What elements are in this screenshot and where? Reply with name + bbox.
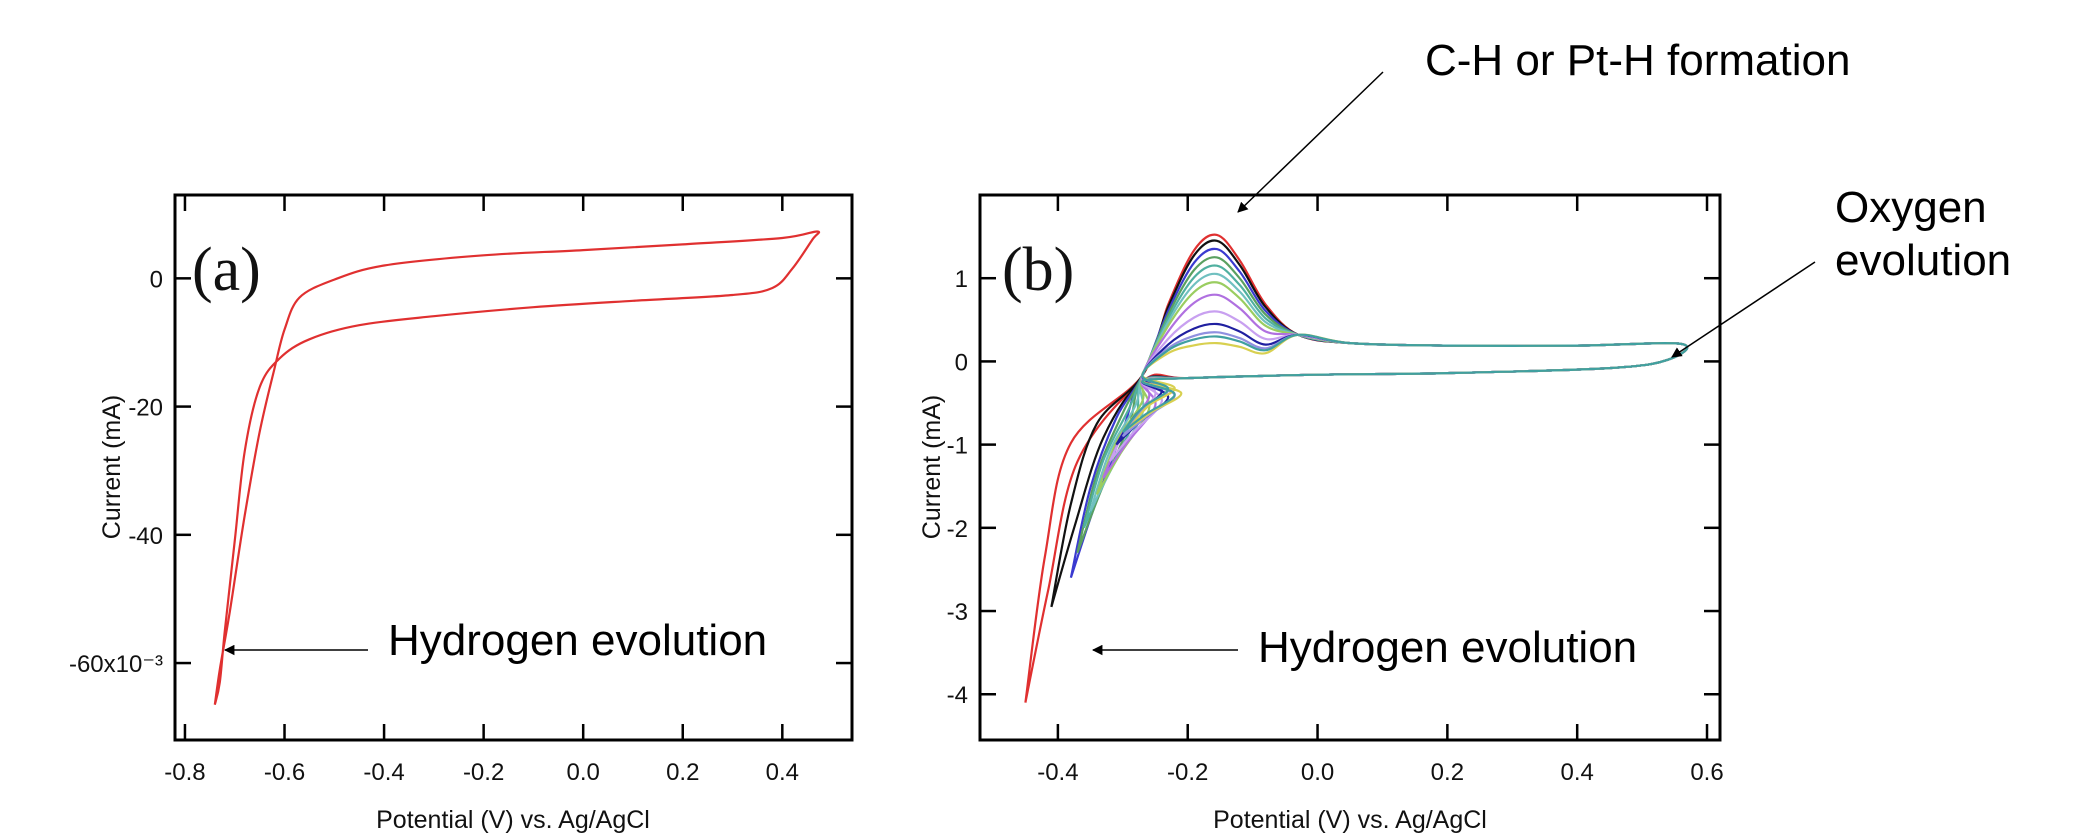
panel-b-y-axis-label: Current (mA) [918, 395, 946, 539]
panel-b-cv-cycle [1102, 293, 1689, 479]
panel-a-x-tick-label: -0.4 [363, 759, 404, 786]
panel-b-cv-cycle [1108, 310, 1689, 462]
panel-b-x-tick-label: 0.2 [1431, 759, 1464, 786]
annotations: C-H or Pt-H formation Oxygen evolution H… [223, 36, 2011, 672]
panel-a-y-tick-label: 0 [150, 266, 163, 293]
panel-b-cv-cycle [1050, 239, 1689, 608]
panel-a-label: (a) [192, 236, 261, 304]
panel-b-x-tick-label: 0.6 [1690, 759, 1723, 786]
panel-b-cv-cycle [1121, 331, 1689, 438]
panel-b-frame [978, 193, 1722, 742]
annotation-hydrogen-b: Hydrogen evolution [1258, 623, 1637, 672]
panel-a-x-tick-label: 0.2 [666, 759, 699, 786]
annotation-oxygen-line1: Oxygen [1835, 183, 1987, 232]
panel-a-x-tick-label: 0.4 [766, 759, 799, 786]
panel-a: -0.8 -0.6 -0.4 -0.2 0.0 0.2 0.4 0 -20 -40 -60x10⁻³… [69, 193, 854, 834]
panel-b-curves [1024, 233, 1689, 703]
panel-b-y-tick-label: -4 [947, 682, 968, 709]
panel-a-x-tick-label: -0.6 [264, 759, 305, 786]
panel-b-x-tick-label: -0.4 [1037, 759, 1078, 786]
panel-b-y-tick-label: -1 [947, 433, 968, 460]
panel-b: -0.4 -0.2 0.0 0.2 0.4 0.6 1 0 -1 -2 -3 -4 (b) Poten… [918, 193, 1724, 834]
panel-a-y-tick-label: -40 [128, 523, 163, 550]
panel-a-x-tick-label: -0.2 [463, 759, 504, 786]
panel-b-x-tick-label: -0.2 [1167, 759, 1208, 786]
panel-a-x-axis-label: Potential (V) vs. Ag/AgCl [376, 806, 650, 834]
panel-b-x-tick-label: 0.0 [1301, 759, 1334, 786]
panel-b-x-tick-label: 0.4 [1561, 759, 1594, 786]
panel-a-curves [213, 230, 821, 705]
panel-b-cv-cycle [1128, 333, 1689, 429]
panel-b-y-tick-label: -3 [947, 599, 968, 626]
panel-a-ticks: -0.8 -0.6 -0.4 -0.2 0.0 0.2 0.4 0 -20 -40 -60x10⁻³ [69, 195, 852, 786]
panel-a-x-tick-label: -0.8 [164, 759, 205, 786]
annotation-oxygen-arrow [1671, 261, 1816, 358]
panel-b-cv-cycle [1095, 281, 1689, 496]
panel-a-x-tick-label: 0.0 [567, 759, 600, 786]
panel-b-y-tick-label: 0 [955, 349, 968, 376]
panel-a-frame [173, 193, 854, 742]
panel-b-y-tick-label: 1 [955, 266, 968, 293]
panel-b-ticks: -0.4 -0.2 0.0 0.2 0.4 0.6 1 0 -1 -2 -3 -4 [947, 195, 1724, 786]
panel-a-cv-curve [213, 230, 821, 705]
annotation-ch-formation: C-H or Pt-H formation [1425, 36, 1850, 85]
panel-b-x-axis-label: Potential (V) vs. Ag/AgCl [1213, 806, 1487, 834]
panel-b-cv-cycle [1069, 247, 1689, 579]
annotation-oxygen-line2: evolution [1835, 236, 2011, 285]
panel-a-y-axis-label: Current (mA) [98, 395, 126, 539]
panel-b-y-tick-label: -2 [947, 516, 968, 543]
panel-b-cv-cycle [1115, 322, 1689, 446]
annotation-ch-arrow [1237, 71, 1384, 213]
panel-a-y-tick-label: -20 [128, 395, 163, 422]
panel-a-y-tick-label: -60x10⁻³ [69, 651, 163, 678]
panel-b-cv-cycle [1121, 333, 1689, 433]
annotation-hydrogen-a: Hydrogen evolution [388, 616, 767, 665]
panel-b-label: (b) [1002, 236, 1074, 304]
